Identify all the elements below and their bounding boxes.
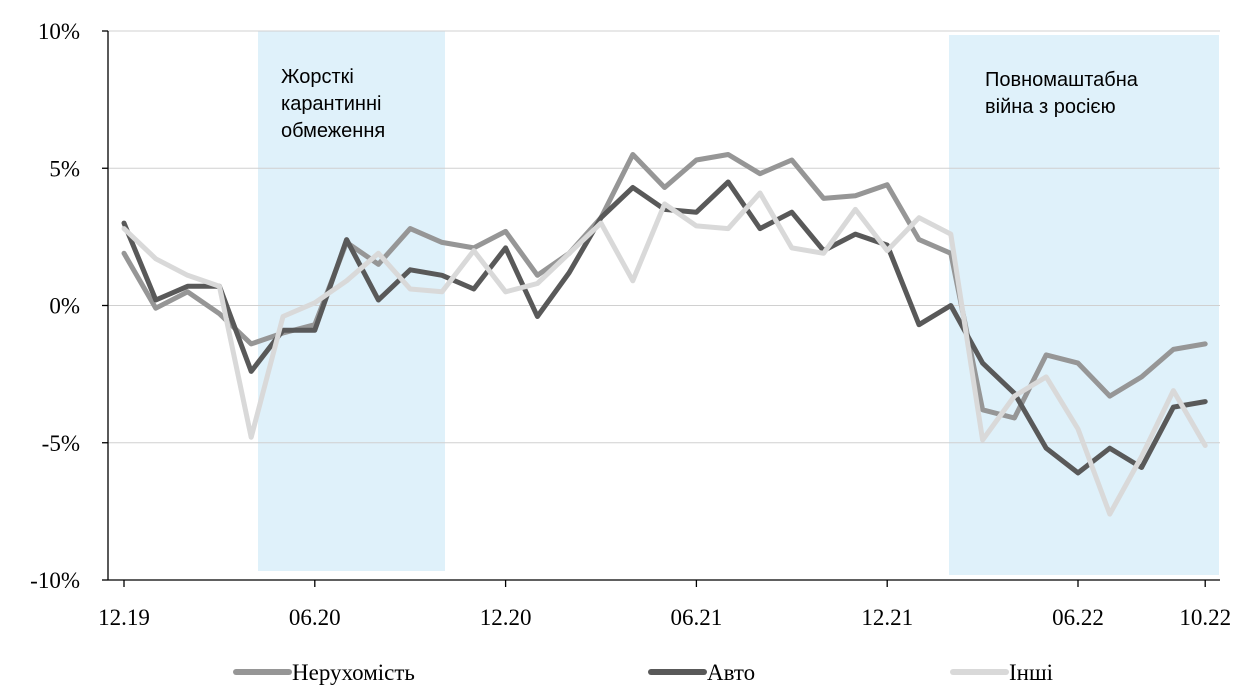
x-tick-label: 06.22 xyxy=(1052,605,1104,630)
y-tick-label: -5% xyxy=(42,431,80,456)
y-tick-label: 5% xyxy=(49,156,80,181)
shaded-region-1-label-line: карантинні xyxy=(281,93,381,115)
shaded-region-2-label-line: Повномаштабна xyxy=(985,69,1139,91)
series-line-1 xyxy=(121,152,1208,421)
y-tick-label: -10% xyxy=(30,568,80,593)
x-tick-label: 06.21 xyxy=(671,605,723,630)
legend-label-2: Авто xyxy=(707,660,755,685)
shaded-region-1 xyxy=(258,31,445,571)
axes xyxy=(102,30,1220,587)
x-tick-label: 12.20 xyxy=(480,605,532,630)
x-tick-labels: 12.19 06.20 12.20 06.21 12.21 06.22 10.22 xyxy=(98,605,1231,630)
legend-label-1: Нерухомість xyxy=(292,660,415,685)
series-line-3 xyxy=(121,190,1208,517)
gridlines xyxy=(108,30,1220,444)
series-lines xyxy=(121,152,1208,517)
y-tick-labels: 10% 5% 0% -5% -10% xyxy=(30,19,80,593)
x-tick-label: 06.20 xyxy=(289,605,341,630)
legend-label-3: Інші xyxy=(1009,660,1053,685)
x-tick-label: 10.22 xyxy=(1179,605,1231,630)
shaded-region-2-label-line: війна з росією xyxy=(985,96,1116,118)
legend: Нерухомість Авто Інші xyxy=(233,660,1053,685)
y-tick-label: 10% xyxy=(38,19,80,44)
shaded-region-1-label-line: обмеження xyxy=(281,120,385,142)
y-tick-label: 0% xyxy=(49,294,80,319)
shaded-region-1-label-line: Жорсткі xyxy=(281,66,354,88)
x-tick-label: 12.21 xyxy=(861,605,913,630)
x-tick-label: 12.19 xyxy=(98,605,150,630)
shaded-regions: Жорсткі карантинні обмеження Повномаштабна в… xyxy=(258,31,1219,575)
